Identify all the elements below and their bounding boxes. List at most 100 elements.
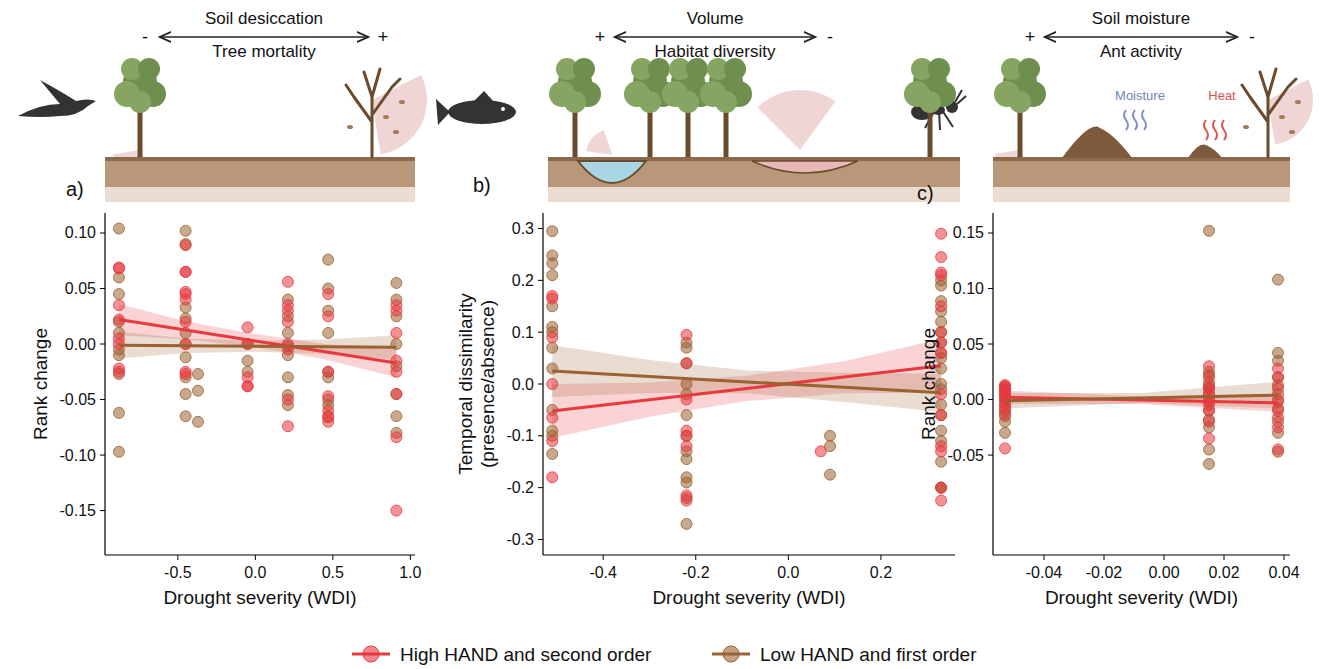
y-tick	[988, 288, 993, 289]
moisture-wave	[1133, 110, 1137, 130]
y-tick	[100, 399, 105, 400]
y-tick	[100, 455, 105, 456]
y-axis-title: Temporal dissimilarity	[455, 293, 476, 475]
tree	[648, 112, 653, 157]
data-point	[936, 446, 947, 457]
data-point	[323, 289, 334, 300]
data-point	[1273, 422, 1284, 433]
ground	[105, 157, 415, 161]
tree	[1018, 112, 1023, 157]
heat-wave	[1222, 120, 1226, 140]
panel-label: b)	[473, 174, 491, 196]
tree	[573, 112, 578, 157]
data-point	[681, 495, 692, 506]
data-point	[282, 316, 293, 327]
header-text: Habitat diversity	[655, 42, 776, 61]
data-point	[936, 482, 947, 493]
y-tick-label: -0.3	[506, 531, 534, 548]
x-tick	[695, 555, 696, 560]
trend-line	[119, 320, 396, 363]
data-point	[1273, 412, 1284, 423]
tree	[648, 58, 670, 80]
moisture-wave	[1142, 110, 1146, 130]
y-tick-label: -0.05	[60, 391, 97, 408]
data-point	[391, 432, 402, 443]
x-tick	[1164, 555, 1165, 560]
ant-mound	[1188, 145, 1222, 159]
data-point	[282, 372, 293, 383]
confidence-band	[1005, 382, 1278, 409]
data-point	[193, 416, 204, 427]
header-sign: +	[1025, 27, 1036, 47]
data-point	[681, 329, 692, 340]
tree	[904, 58, 956, 157]
x-tick-label: 1.0	[399, 564, 421, 581]
x-tick-label: -0.5	[164, 564, 192, 581]
data-point	[113, 300, 124, 311]
data-point	[1204, 405, 1215, 416]
shade	[586, 130, 612, 155]
data-point	[681, 410, 692, 421]
data-point	[180, 240, 191, 251]
data-point	[681, 358, 692, 369]
trend-line	[552, 366, 941, 411]
header-text: Tree mortality	[212, 42, 316, 61]
data-point	[180, 316, 191, 327]
data-point	[1000, 408, 1011, 419]
data-point	[1273, 444, 1284, 455]
heat-wave	[1213, 120, 1217, 140]
leaf	[347, 125, 353, 129]
leaf	[1289, 130, 1295, 134]
data-point	[323, 416, 334, 427]
data-point	[180, 388, 191, 399]
x-tick	[1284, 555, 1285, 560]
data-point	[242, 381, 253, 392]
x-axis	[105, 554, 415, 555]
data-point	[391, 355, 402, 366]
tree	[686, 58, 708, 80]
y-tick	[988, 455, 993, 456]
tree	[129, 91, 151, 113]
x-axis-title: Drought severity (WDI)	[1045, 587, 1238, 608]
y-tick-label: -0.15	[60, 502, 97, 519]
tree	[138, 58, 160, 80]
data-point	[113, 263, 124, 274]
data-point	[1273, 372, 1284, 383]
data-point	[242, 322, 253, 333]
y-tick	[538, 487, 543, 488]
data-point	[180, 339, 191, 350]
data-point	[681, 518, 692, 529]
y-tick-label: 0.00	[65, 336, 96, 353]
panel: 0.100.050.00-0.05-0.10-0.15-0.50.00.51.0…	[30, 178, 421, 608]
y-tick	[100, 510, 105, 511]
y-tick-label: 0.05	[953, 336, 984, 353]
x-axis-title: Drought severity (WDI)	[652, 587, 845, 608]
legend: High HAND and second orderLow HAND and f…	[352, 644, 977, 665]
data-point	[113, 407, 124, 418]
y-axis-title: Rank change	[30, 328, 51, 440]
ant-mound	[1062, 127, 1132, 158]
x-tick	[788, 555, 789, 560]
ground	[105, 161, 415, 187]
dead-tree	[1242, 69, 1301, 157]
panel-label: c)	[917, 182, 934, 204]
y-tick-label: -0.2	[506, 479, 534, 496]
data-point	[193, 369, 204, 380]
data-point	[936, 301, 947, 312]
tree	[919, 91, 941, 113]
x-tick-label: 0.00	[1148, 564, 1179, 581]
plot-area	[547, 226, 947, 530]
y-axis-title: Rank change	[918, 328, 939, 440]
moisture-wave	[1124, 110, 1128, 130]
data-point	[547, 226, 558, 237]
data-point	[391, 388, 402, 399]
ground	[548, 187, 960, 202]
dead-tree	[1242, 69, 1296, 157]
y-axis	[104, 213, 105, 555]
data-point	[180, 352, 191, 363]
header-sign: +	[378, 27, 389, 47]
y-tick	[988, 344, 993, 345]
y-tick	[538, 228, 543, 229]
tree	[700, 58, 752, 157]
data-point	[282, 305, 293, 316]
